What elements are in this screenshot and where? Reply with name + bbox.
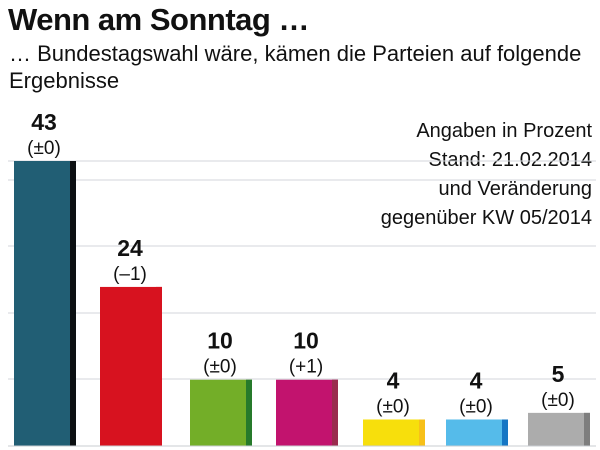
bar-4 [363,419,425,446]
bar-shade-1 [156,286,162,446]
bar-0 [14,161,76,446]
note-line-date: Stand: 21.02.2014 [428,149,592,171]
bar-shade-0 [70,161,76,446]
value-label-4: 4 [387,367,400,393]
note-line-change: und Veränderung [438,178,592,200]
chart-title: Wenn am Sonntag … [8,2,309,37]
change-label-3: (+1) [289,357,323,378]
change-label-2: (±0) [203,357,237,378]
bar-shade-6 [584,412,590,446]
bar-shade-3 [332,379,338,446]
value-label-3: 10 [293,328,319,354]
bar-shade-4 [419,419,425,446]
bar-5 [446,419,508,446]
bar-2 [190,379,252,446]
change-label-0: (±0) [27,138,61,159]
value-label-1: 24 [117,235,143,261]
bar-shade-2 [246,379,252,446]
bar-shade-5 [502,419,508,446]
chart-subtitle: … Bundestagswahl wäre, kämen die Parteie… [9,41,582,93]
note-line-unit: Angaben in Prozent [416,120,592,142]
value-label-2: 10 [207,328,233,354]
change-label-5: (±0) [459,396,493,417]
bar-3 [276,379,338,446]
change-label-6: (±0) [541,390,575,411]
bar-1 [100,286,162,446]
value-label-5: 4 [470,367,483,393]
value-label-6: 5 [552,361,565,387]
source-note: Angaben in Prozent Stand: 21.02.2014 und… [381,117,592,233]
bar-6 [528,412,590,446]
change-label-1: (–1) [113,264,147,285]
value-label-0: 43 [31,109,57,135]
change-label-4: (±0) [376,396,410,417]
note-line-reference: gegenüber KW 05/2014 [380,207,592,229]
